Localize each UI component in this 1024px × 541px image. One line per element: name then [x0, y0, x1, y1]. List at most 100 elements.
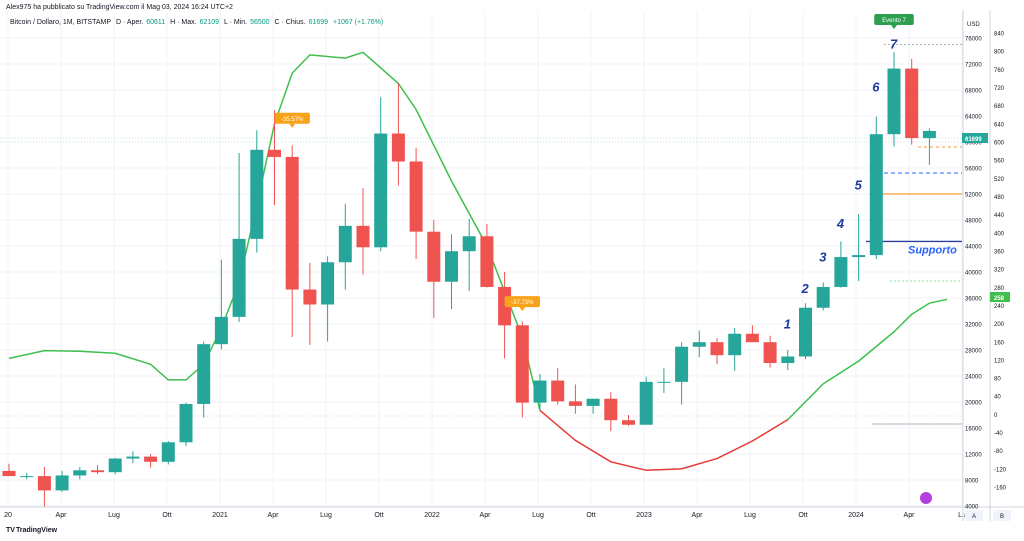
ma-value-tag [990, 292, 1010, 302]
candle-body[interactable] [887, 68, 901, 135]
candle-body[interactable] [462, 236, 476, 252]
candle-body[interactable] [338, 225, 352, 263]
scale-b-label: B [1000, 514, 1004, 520]
y-tick-label: 48000 [965, 219, 982, 225]
y-tick-label: 56000 [965, 167, 982, 173]
candle-body[interactable] [303, 289, 317, 305]
candle-body[interactable] [179, 403, 193, 443]
y-tick-label-right: 80 [994, 377, 1001, 383]
x-tick-label: 2021 [212, 512, 228, 519]
candle-body[interactable] [55, 475, 69, 491]
candle-body[interactable] [728, 333, 742, 356]
y-tick-label-right: 0 [994, 413, 998, 419]
candle-body[interactable] [480, 236, 494, 287]
y-tick-label: 44000 [965, 245, 982, 251]
candle-body[interactable] [409, 161, 423, 232]
scale-b-button[interactable] [993, 510, 1011, 521]
candle-body[interactable] [622, 420, 635, 425]
badge-pointer [891, 25, 897, 29]
scale-a-button[interactable] [965, 510, 983, 521]
y-tick-label-right: 840 [994, 32, 1005, 38]
candle-body[interactable] [214, 316, 228, 345]
event-icon[interactable] [920, 492, 932, 504]
candle-body[interactable] [816, 286, 830, 308]
symbol-label[interactable]: Bitcoin / Dollaro, 1M, BITSTAMP [10, 19, 112, 26]
candle-body[interactable] [250, 149, 264, 239]
x-tick-label: Apr [56, 512, 68, 519]
x-tick-label: Lu [958, 512, 966, 519]
candle-body[interactable] [745, 333, 759, 343]
candle-body[interactable] [427, 231, 441, 282]
candle-body[interactable] [852, 255, 866, 258]
change-value: +1067 (+1.76%) [333, 19, 384, 26]
y-tick-label-right: 160 [994, 340, 1005, 346]
candle-body[interactable] [657, 381, 671, 383]
candle-body[interactable] [639, 381, 653, 425]
candle-body[interactable] [692, 342, 706, 347]
candle-body[interactable] [586, 398, 600, 406]
candle-body[interactable] [515, 325, 529, 403]
candle-body[interactable] [91, 470, 104, 473]
candle-body[interactable] [445, 251, 458, 282]
y-tick-label-right: 800 [994, 50, 1005, 56]
candle-body[interactable] [533, 380, 547, 403]
last-price-tag [962, 133, 988, 143]
y-tick-label-right: -80 [994, 449, 1003, 455]
candle-body[interactable] [356, 225, 370, 248]
candle-body[interactable] [126, 456, 140, 459]
candle-body[interactable] [781, 356, 795, 364]
wave-label: 1 [784, 317, 791, 332]
moving-average-line-red [539, 409, 789, 472]
candle-body[interactable] [568, 401, 582, 406]
candle-body[interactable] [197, 344, 211, 404]
candle-body[interactable] [763, 342, 777, 363]
candle-body[interactable] [73, 470, 87, 476]
x-tick-label: Apr [268, 512, 280, 519]
x-tick-label: Lug [108, 512, 120, 519]
candle-body[interactable] [710, 342, 724, 356]
candle-body[interactable] [604, 398, 618, 421]
candle-body[interactable] [321, 262, 335, 305]
candle-body[interactable] [799, 307, 812, 357]
y-tick-label: 76000 [965, 37, 982, 43]
publisher-line: Alex975 ha pubblicato su TradingView.com… [6, 4, 233, 11]
ohlc-legend: Bitcoin / Dollaro, 1M, BITSTAMP D · Aper… [10, 19, 386, 26]
support-label: Supporto [908, 244, 957, 256]
candle-body[interactable] [869, 134, 883, 256]
tv-logo-icon: TV [6, 527, 15, 534]
x-tick-label: 2023 [636, 512, 652, 519]
candle-body[interactable] [2, 470, 16, 477]
candle-body[interactable] [144, 456, 158, 462]
candle-body[interactable] [268, 149, 281, 157]
y-tick-label-right: 680 [994, 104, 1005, 110]
candle-body[interactable] [37, 476, 51, 491]
candle-body[interactable] [922, 130, 936, 139]
x-tick-label: Apr [692, 512, 704, 519]
candle-body[interactable] [161, 442, 175, 462]
last-price-text: 61699 [965, 137, 982, 143]
candle-body[interactable] [391, 133, 405, 162]
x-tick-label: Apr [480, 512, 492, 519]
candle-body[interactable] [551, 380, 565, 402]
brand-label: TradingView [16, 527, 58, 534]
x-tick-label: 2022 [424, 512, 440, 519]
candle-body[interactable] [675, 346, 689, 382]
tradingview-logo[interactable]: TVTradingView [6, 527, 57, 534]
candle-body[interactable] [834, 257, 848, 287]
close-value: 61699 [308, 19, 329, 26]
candle-body[interactable] [20, 476, 34, 478]
candle-body[interactable] [232, 238, 246, 317]
y-tick-label-right: 40 [994, 395, 1001, 401]
candle-body[interactable] [285, 156, 299, 290]
wave-label: 2 [801, 281, 810, 296]
x-tick-label: Ott [586, 512, 595, 519]
wave-label: 5 [855, 177, 863, 192]
candle-body[interactable] [905, 68, 919, 139]
candle-body[interactable] [108, 458, 122, 473]
y-tick-label: 12000 [965, 453, 982, 459]
y-tick-label: 20000 [965, 401, 982, 407]
badge-pointer [519, 307, 526, 312]
close-label: C · Chius. [274, 19, 306, 26]
candle-body[interactable] [374, 133, 388, 248]
